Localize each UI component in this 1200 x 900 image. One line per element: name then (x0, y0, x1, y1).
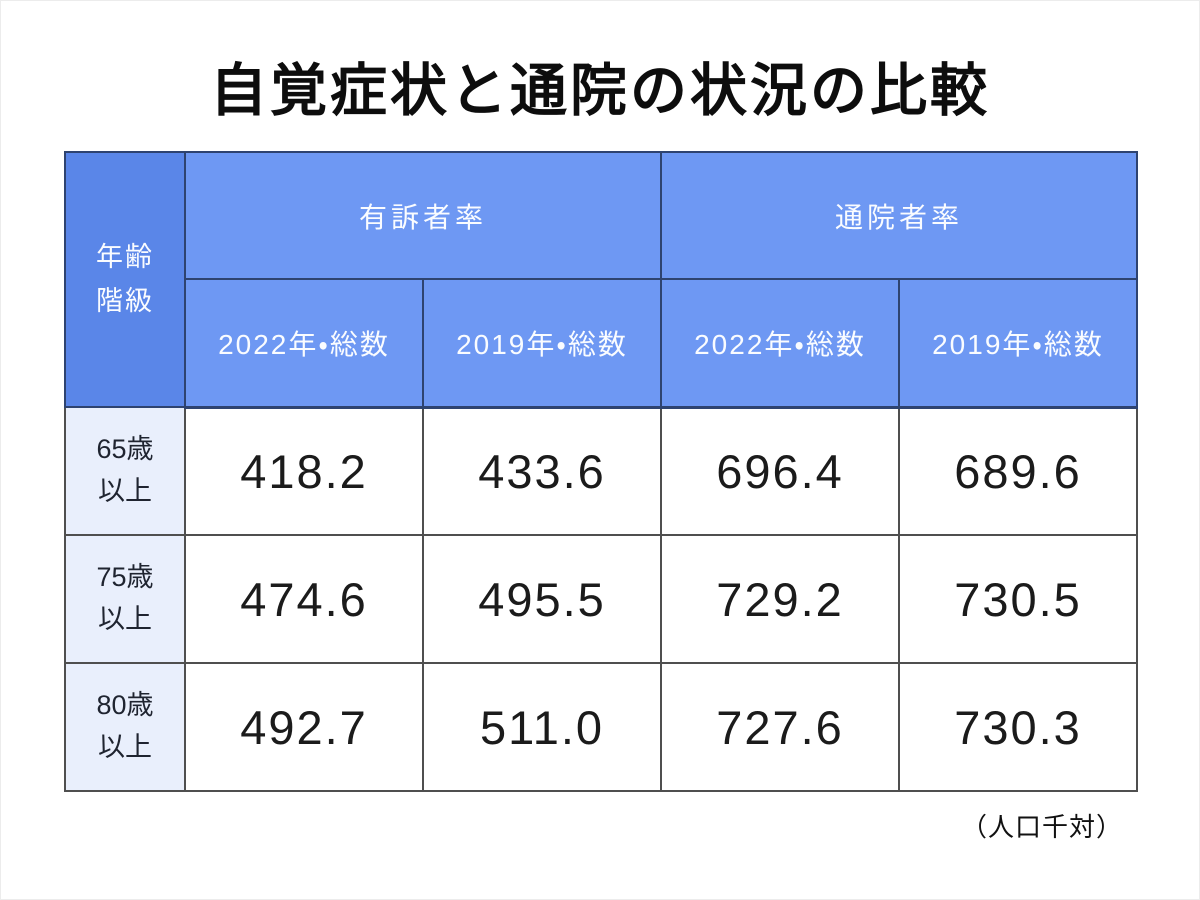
table-body: 65歳 以上 418.2 433.6 696.4 689.6 75歳 以上 47… (64, 406, 1139, 792)
page-title: 自覚症状と通院の状況の比較 (210, 59, 990, 123)
value-cell: 729.2 (660, 534, 901, 664)
sub-header-2019-complaint: 2019年・総数 (421, 278, 663, 409)
sub-header-2022-outpatient: 2022年・総数 (660, 278, 901, 409)
unit-note: （人口千対） (960, 812, 1123, 842)
table-header: 年齢 階級 有訴者率 通院者率 2022年・総数 2019年・総数 2022年・… (64, 151, 1139, 409)
age-class-header-cell: 年齢 階級 (64, 151, 186, 408)
value-cell: 492.7 (184, 662, 424, 792)
group-header-row: 年齢 階級 有訴者率 通院者率 (64, 151, 1139, 408)
value-cell: 474.6 (184, 534, 424, 664)
table-row-75plus: 75歳 以上 474.6 495.5 729.2 730.5 (64, 534, 1139, 664)
row-label-75plus: 75歳 以上 (64, 534, 186, 664)
value-cell: 730.3 (898, 662, 1139, 792)
value-cell: 511.0 (421, 662, 663, 792)
value-cell: 727.6 (660, 662, 901, 792)
group-header-outpatient-rate: 通院者率 (660, 151, 1139, 280)
value-cell: 495.5 (421, 534, 663, 664)
sub-header-2022-complaint: 2022年・総数 (184, 278, 424, 409)
row-label-80plus: 80歳 以上 (64, 662, 186, 792)
table-row-65plus: 65歳 以上 418.2 433.6 696.4 689.6 (64, 406, 1139, 536)
value-cell: 730.5 (898, 534, 1139, 664)
value-cell: 418.2 (184, 406, 424, 536)
row-label-65plus: 65歳 以上 (64, 406, 186, 536)
value-cell: 689.6 (898, 406, 1139, 536)
value-cell: 433.6 (421, 406, 663, 536)
group-header-complaint-rate: 有訴者率 (183, 151, 663, 280)
sub-header-row: 2022年・総数 2019年・総数 2022年・総数 2019年・総数 (65, 278, 1139, 409)
comparison-table: 年齢 階級 有訴者率 通院者率 2022年・総数 2019年・総数 2022年・… (64, 151, 1139, 792)
sub-header-2019-outpatient: 2019年・総数 (898, 278, 1139, 409)
table-row-80plus: 80歳 以上 492.7 511.0 727.6 730.3 (64, 662, 1139, 792)
value-cell: 696.4 (660, 406, 901, 536)
